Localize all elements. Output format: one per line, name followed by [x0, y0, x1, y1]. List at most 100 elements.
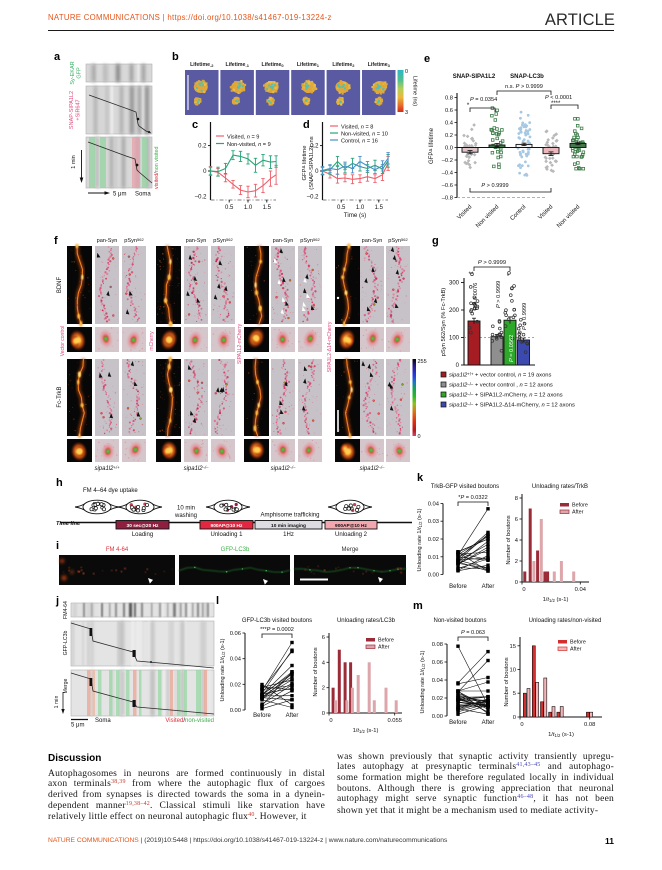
svg-text:Vector control: Vector control	[60, 326, 66, 357]
svg-text:0.8: 0.8	[445, 96, 453, 102]
svg-text:1 min: 1 min	[54, 696, 60, 709]
svg-text:Visited: Visited	[457, 204, 474, 221]
svg-text:+SiR647: +SiR647	[76, 99, 82, 120]
svg-text:b: b	[172, 51, 179, 63]
svg-text:h: h	[56, 477, 63, 489]
svg-text:Non-visited boutons: Non-visited boutons	[433, 618, 486, 624]
svg-text:sipa1l2–/– + SIPA1L2-mCherry,: sipa1l2–/– + SIPA1L2-mCherry, n = 12 axo…	[449, 391, 563, 398]
svg-text:Lifetime3: Lifetime3	[368, 62, 391, 68]
svg-text:100: 100	[449, 336, 460, 342]
svg-text:Non visited: Non visited	[475, 204, 500, 229]
svg-text:Before: Before	[253, 713, 271, 719]
svg-text:5 μm: 5 μm	[71, 723, 84, 729]
svg-text:k: k	[417, 472, 424, 484]
svg-text:0.02: 0.02	[428, 537, 439, 543]
svg-text:pan-Syn: pan-Syn	[273, 238, 294, 244]
svg-text:P > 0.9999: P > 0.9999	[522, 303, 528, 330]
svg-text:0.2: 0.2	[310, 144, 319, 150]
svg-text:0.00: 0.00	[428, 573, 439, 579]
svg-text:0.4: 0.4	[445, 121, 454, 127]
svg-text:g: g	[432, 235, 439, 247]
svg-text:After: After	[482, 584, 495, 590]
svg-text:Soma: Soma	[95, 718, 111, 724]
svg-text:0.03: 0.03	[428, 519, 439, 525]
svg-text:Unloading 1: Unloading 1	[210, 532, 243, 538]
svg-text:Before: Before	[449, 584, 467, 590]
svg-text:pan-Syn: pan-Syn	[97, 238, 118, 244]
svg-text:–0.2: –0.2	[195, 194, 207, 200]
svg-text:pSyn562: pSyn562	[124, 237, 144, 244]
svg-text:Number of boutons: Number of boutons	[313, 647, 319, 696]
svg-text:Non visited: Non visited	[556, 204, 581, 229]
svg-text:GFP-LC3b: GFP-LC3b	[221, 547, 250, 553]
svg-text:m: m	[413, 600, 423, 612]
svg-text:0.04: 0.04	[230, 657, 242, 663]
svg-text:3: 3	[405, 110, 408, 116]
svg-text:–0.6: –0.6	[442, 183, 453, 189]
svg-text:Loading: Loading	[132, 532, 153, 538]
svg-text:*: *	[467, 102, 470, 109]
svg-text:255: 255	[418, 359, 427, 365]
svg-text:Unloading rates/non-visited: Unloading rates/non-visited	[529, 618, 602, 624]
svg-text:c: c	[192, 119, 198, 131]
svg-text:30 sec@20 Hz: 30 sec@20 Hz	[127, 523, 159, 529]
svg-text:P > 0.9999: P > 0.9999	[478, 260, 506, 266]
svg-text:–0.4: –0.4	[442, 171, 454, 177]
svg-text:pSyn562: pSyn562	[300, 237, 320, 244]
svg-text:mCherry: mCherry	[149, 331, 155, 351]
svg-text:Unloading rate 1/t1/2 (s-1): Unloading rate 1/t1/2 (s-1)	[420, 650, 426, 713]
svg-text:1/t1/2 (s-1): 1/t1/2 (s-1)	[353, 728, 379, 734]
svg-text:–0.2: –0.2	[307, 194, 319, 200]
svg-text:1Hz: 1Hz	[283, 532, 294, 538]
svg-text:P = 0.063: P = 0.063	[461, 630, 485, 636]
svg-text:0.06: 0.06	[432, 660, 443, 666]
svg-text:5: 5	[513, 691, 516, 697]
svg-text:P = 0.0562: P = 0.0562	[509, 335, 515, 362]
svg-text:0: 0	[329, 718, 332, 724]
svg-text:GFP-LC3b: GFP-LC3b	[63, 630, 69, 655]
svg-text:0.6: 0.6	[445, 108, 453, 114]
svg-text:P = 0.0076: P = 0.0076	[473, 283, 479, 310]
svg-text:Unloading rate 1/t1/2 (s-1): Unloading rate 1/t1/2 (s-1)	[220, 638, 226, 701]
svg-text:TrkB-GFP visited boutons: TrkB-GFP visited boutons	[431, 484, 499, 490]
svg-text:After: After	[570, 647, 582, 653]
svg-text:0.2: 0.2	[198, 144, 207, 150]
svg-text:pSyn562: pSyn562	[388, 237, 408, 244]
svg-text:Time (s): Time (s)	[344, 212, 366, 219]
svg-text:10: 10	[510, 668, 516, 674]
svg-text:a: a	[54, 51, 61, 63]
svg-text:Lifetime-1: Lifetime-1	[225, 62, 249, 68]
svg-text:f: f	[54, 235, 58, 247]
svg-text:d: d	[303, 119, 310, 131]
svg-text:Merge: Merge	[341, 547, 359, 553]
svg-text:Before: Before	[570, 640, 586, 646]
svg-text:900AP@10 Hz: 900AP@10 Hz	[211, 523, 243, 529]
svg-text:****: ****	[551, 101, 561, 107]
svg-text:1.0: 1.0	[244, 205, 253, 211]
svg-text:0: 0	[405, 69, 408, 75]
svg-text:visited/non visited: visited/non visited	[154, 146, 160, 189]
svg-text:sipa1l2–/–: sipa1l2–/–	[184, 465, 210, 472]
svg-text:Control: Control	[509, 204, 527, 222]
svg-text:SIPA1L2-mCherry: SIPA1L2-mCherry	[237, 323, 243, 364]
svg-text:SNAP-SIPA1L2: SNAP-SIPA1L2	[453, 74, 496, 80]
svg-text:Amphisome trafficking: Amphisome trafficking	[261, 513, 320, 519]
svg-text:Sy-EKAR: Sy-EKAR	[70, 61, 76, 84]
svg-text:0.01: 0.01	[428, 555, 439, 561]
svg-text:*P = 0.0322: *P = 0.0322	[458, 495, 487, 501]
svg-text:Visited, n = 8: Visited, n = 8	[341, 125, 373, 131]
svg-text:2: 2	[322, 686, 325, 692]
svg-text:pSyn562: pSyn562	[213, 237, 233, 244]
svg-text:0.00: 0.00	[230, 708, 241, 714]
svg-text:SNAP-LC3b: SNAP-LC3b	[510, 74, 544, 80]
svg-text:1/t1/2 (s-1): 1/t1/2 (s-1)	[548, 732, 574, 738]
svg-text:Soma: Soma	[135, 192, 151, 198]
svg-text:P > 0.9999: P > 0.9999	[481, 183, 508, 189]
svg-text:0.08: 0.08	[584, 722, 595, 728]
svg-text:0.055: 0.055	[387, 718, 402, 724]
svg-text:**: **	[468, 271, 474, 278]
svg-text:0: 0	[515, 580, 518, 586]
svg-text:6: 6	[322, 635, 325, 641]
svg-text:Fc-TrkB: Fc-TrkB	[57, 386, 63, 407]
svg-text:After: After	[572, 510, 584, 516]
